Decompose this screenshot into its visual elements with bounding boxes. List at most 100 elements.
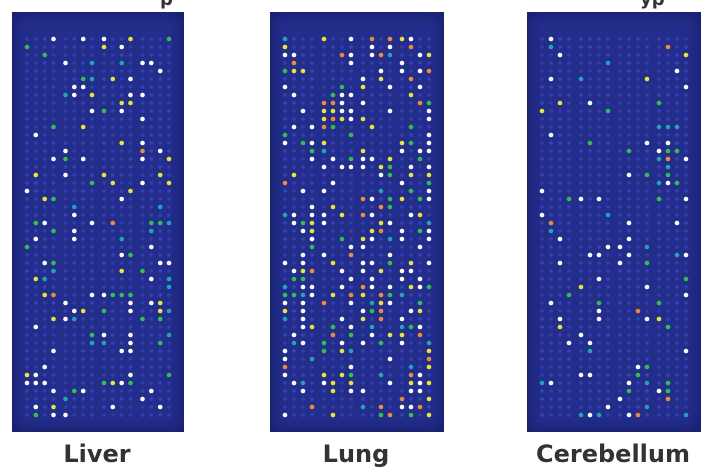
array-spot xyxy=(283,341,287,345)
array-spot xyxy=(90,253,94,257)
array-spot xyxy=(409,197,413,201)
array-spot xyxy=(675,325,679,329)
array-spot xyxy=(283,197,287,201)
array-spot xyxy=(309,292,315,298)
array-spot xyxy=(675,309,679,313)
array-spot xyxy=(558,301,562,305)
array-spot xyxy=(42,196,47,202)
array-spot xyxy=(666,413,670,417)
array-spot xyxy=(361,45,365,49)
array-spot xyxy=(558,213,562,217)
array-spot xyxy=(110,117,115,121)
array-spot xyxy=(606,229,610,233)
array-spot xyxy=(549,349,553,353)
array-spot xyxy=(283,109,287,113)
array-spot xyxy=(666,317,670,321)
array-spot xyxy=(128,149,133,153)
array-spot xyxy=(645,45,649,49)
array-spot xyxy=(627,181,631,185)
array-spot xyxy=(322,77,326,81)
array-spot xyxy=(596,300,602,306)
array-spot xyxy=(128,285,133,289)
array-spot xyxy=(110,205,115,209)
array-spot xyxy=(292,389,296,393)
array-spot xyxy=(51,381,56,385)
array-spot xyxy=(149,244,154,250)
array-spot xyxy=(330,100,336,106)
array-spot xyxy=(25,221,29,225)
array-spot xyxy=(301,213,305,217)
array-spot xyxy=(657,229,661,233)
array-spot xyxy=(348,36,354,42)
array-spot xyxy=(72,61,77,65)
array-spot xyxy=(657,141,661,145)
array-spot xyxy=(283,77,287,81)
array-spot xyxy=(119,196,124,202)
array-spot xyxy=(683,276,689,282)
array-spot xyxy=(322,365,326,369)
array-spot xyxy=(567,237,571,241)
array-spot xyxy=(627,69,631,73)
array-spot xyxy=(72,204,77,210)
array-spot xyxy=(636,221,640,225)
array-spot xyxy=(331,237,335,241)
array-spot xyxy=(549,365,553,369)
array-spot xyxy=(588,173,592,177)
array-spot xyxy=(140,405,145,409)
array-spot xyxy=(128,292,133,298)
array-spot xyxy=(110,397,115,401)
array-spot xyxy=(309,212,315,218)
array-spot xyxy=(626,148,632,154)
array-spot xyxy=(90,349,94,353)
array-spot xyxy=(408,412,414,418)
array-spot xyxy=(292,133,296,137)
array-spot xyxy=(408,404,414,410)
array-spot xyxy=(42,165,47,169)
array-spot xyxy=(606,333,610,337)
array-spot xyxy=(400,133,404,137)
array-spot xyxy=(588,269,592,273)
array-spot xyxy=(25,325,29,329)
array-spot xyxy=(399,316,405,322)
array-spot xyxy=(567,85,571,89)
array-spot xyxy=(657,373,661,377)
array-spot xyxy=(167,117,171,121)
array-spot xyxy=(322,269,326,273)
array-spot xyxy=(90,157,94,161)
array-spot xyxy=(684,93,688,97)
array-spot xyxy=(567,357,571,361)
array-spot xyxy=(90,397,94,401)
array-spot xyxy=(645,109,649,113)
array-spot xyxy=(158,117,163,121)
array-spot xyxy=(119,85,124,89)
array-spot xyxy=(588,325,592,329)
array-spot xyxy=(119,60,124,66)
array-spot xyxy=(361,125,365,129)
array-spot xyxy=(399,196,405,202)
array-spot xyxy=(51,245,56,249)
array-spot xyxy=(158,45,163,49)
array-spot xyxy=(340,157,344,161)
array-spot xyxy=(81,189,86,193)
array-spot xyxy=(81,261,86,265)
array-spot xyxy=(157,316,163,322)
array-spot xyxy=(636,349,640,353)
array-spot xyxy=(339,316,345,322)
array-spot xyxy=(409,205,413,209)
array-spot xyxy=(330,412,336,418)
array-spot xyxy=(361,301,365,305)
array-spot xyxy=(102,181,106,185)
array-spot xyxy=(330,116,336,122)
array-spot xyxy=(42,85,47,89)
array-spot xyxy=(51,301,56,305)
array-spot xyxy=(102,53,106,57)
array-spot xyxy=(331,245,335,249)
array-spot xyxy=(618,157,622,161)
array-spot xyxy=(157,172,163,178)
array-spot xyxy=(283,117,287,121)
array-spot xyxy=(399,396,405,402)
array-spot xyxy=(81,53,86,57)
array-spot xyxy=(25,333,29,337)
array-spot xyxy=(81,333,86,337)
array-spot xyxy=(283,269,287,273)
